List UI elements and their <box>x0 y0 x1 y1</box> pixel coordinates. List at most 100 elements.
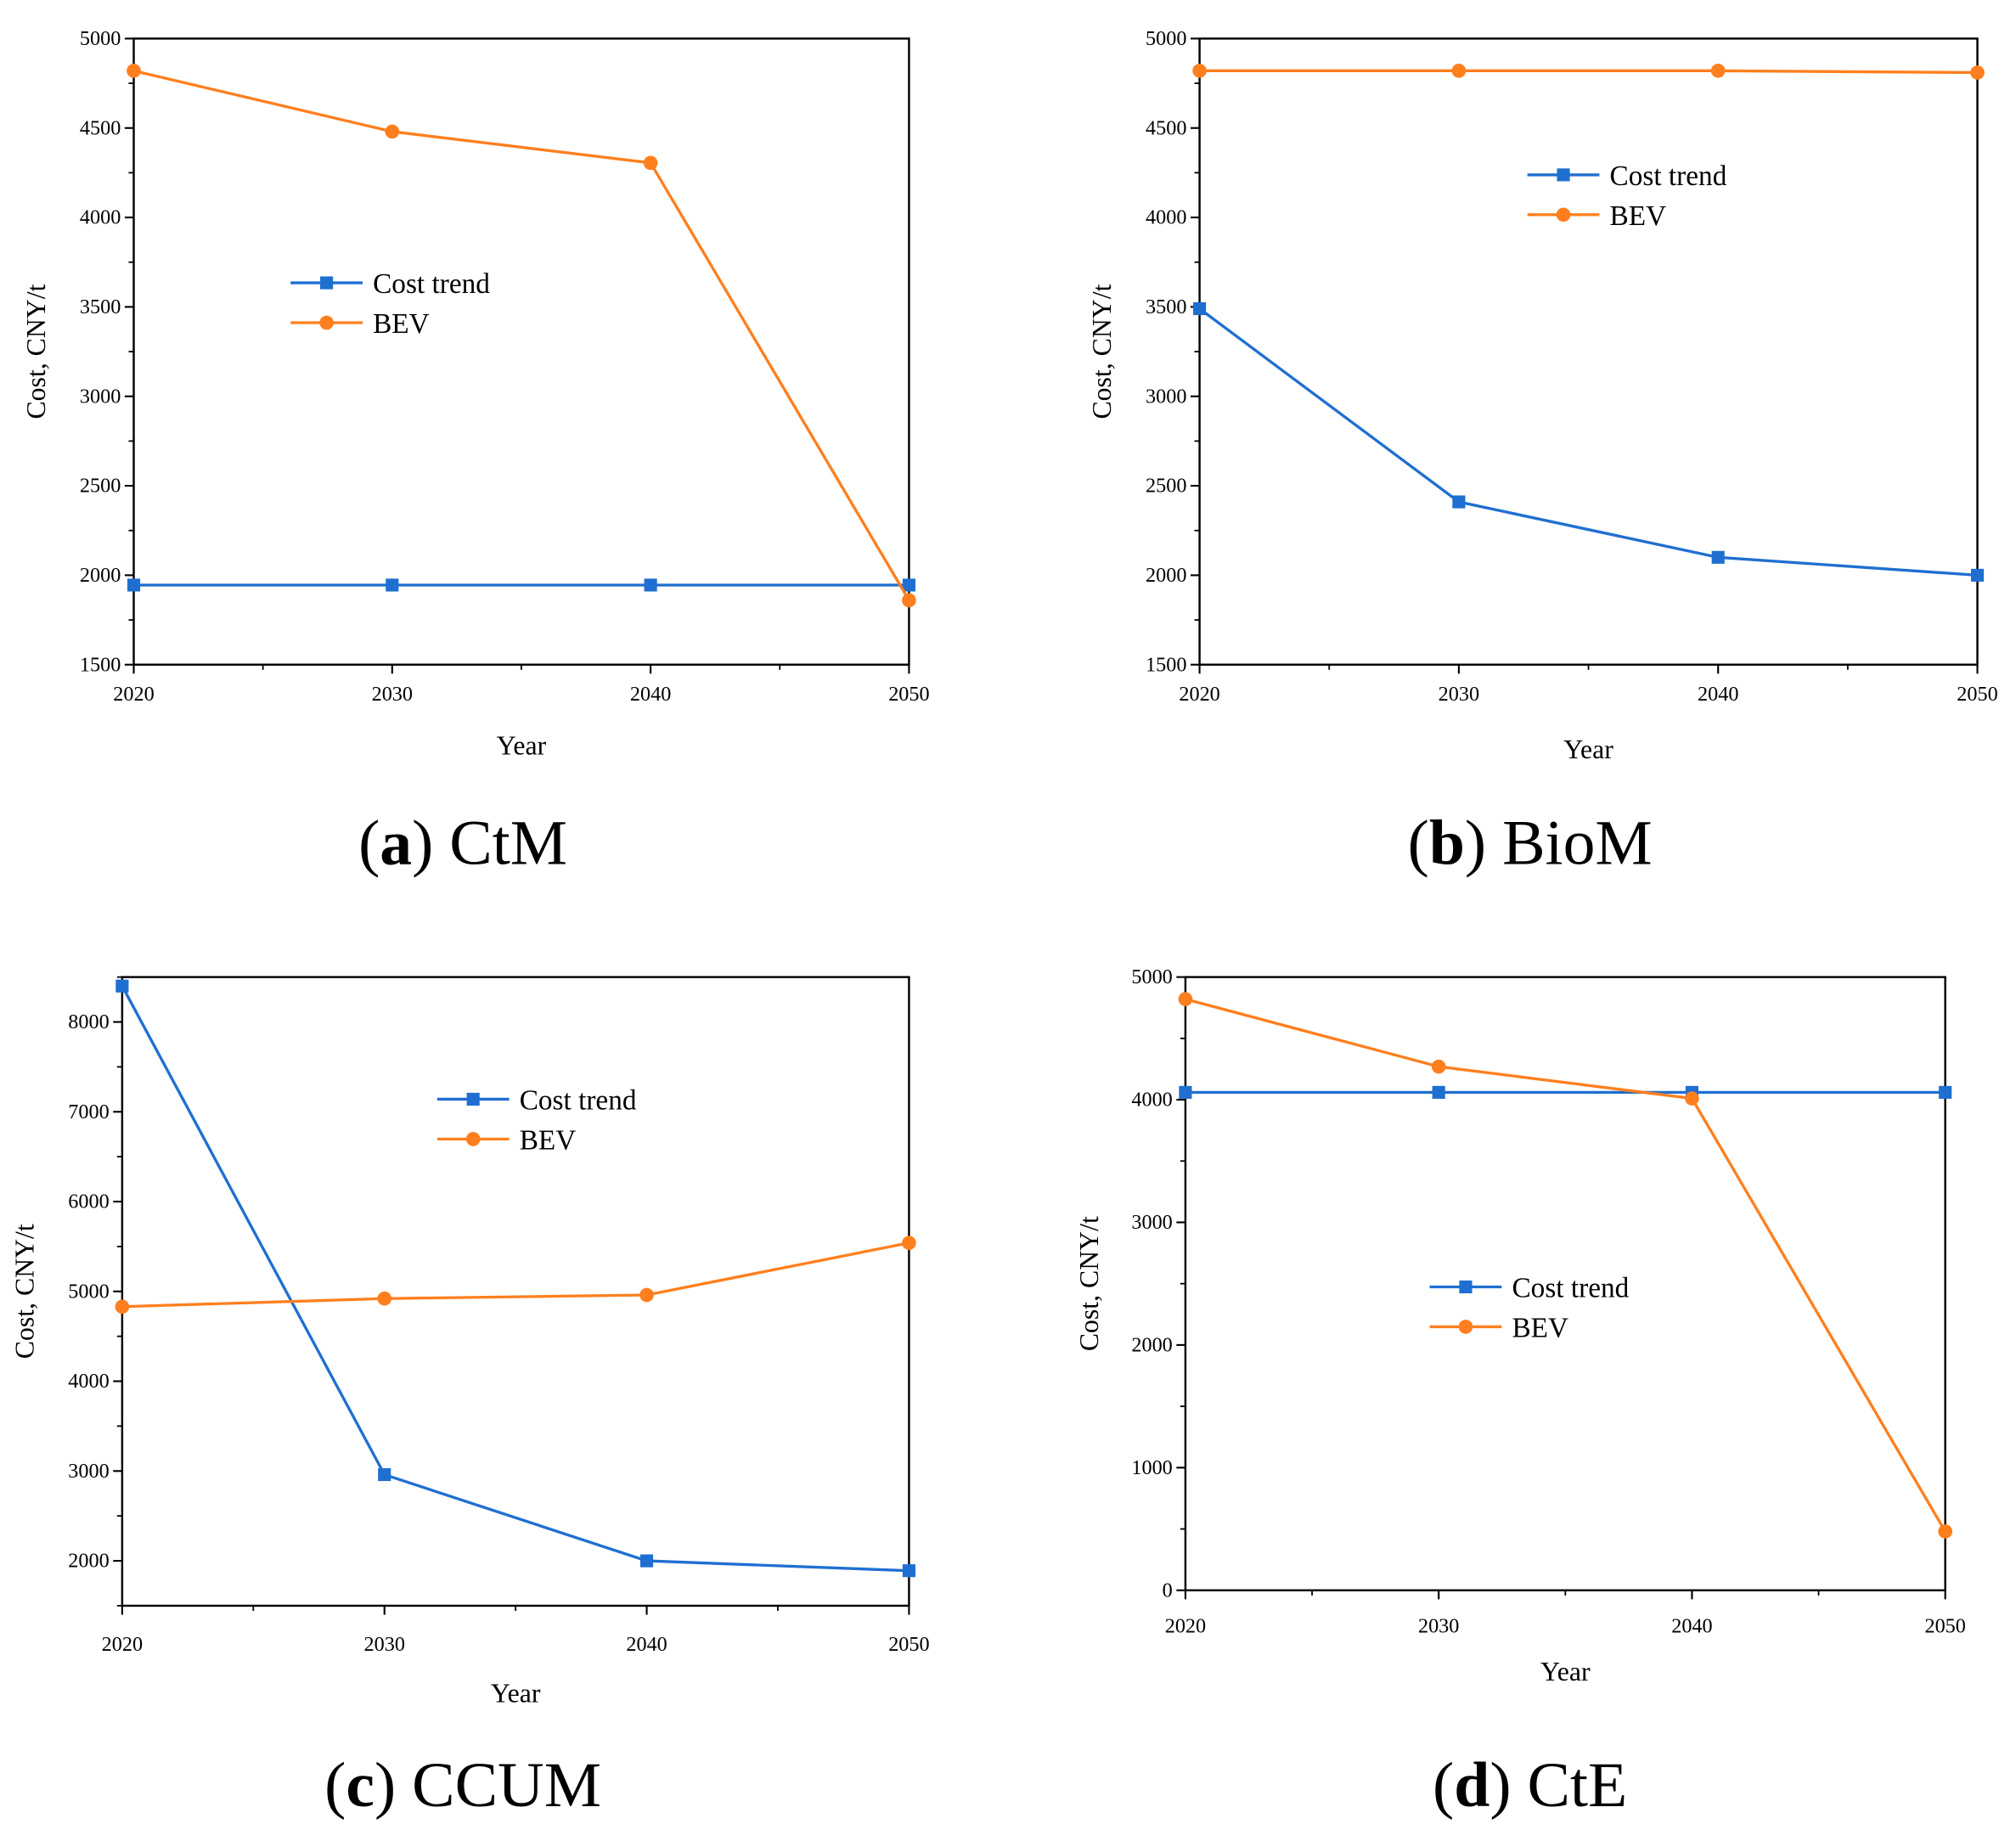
x-tick-label: 2050 <box>888 683 929 706</box>
data-point-bev <box>1938 1524 1953 1539</box>
y-tick-label: 4500 <box>80 116 121 139</box>
legend-label: Cost trend <box>1610 160 1727 192</box>
plot-frame <box>121 976 910 1607</box>
x-tick-label: 2020 <box>1179 683 1219 706</box>
caption-paren: ( <box>1433 1750 1454 1821</box>
y-tick-label: 4000 <box>1131 1089 1172 1112</box>
x-tick-label: 2030 <box>1439 683 1479 706</box>
y-axis-label: Cost, CNY/t <box>9 1224 39 1359</box>
legend-label: Cost trend <box>1512 1273 1629 1304</box>
panel-caption: (b) BioM <box>1408 808 1653 878</box>
y-tick-label: 2500 <box>80 475 121 498</box>
x-axis-label: Year <box>497 731 547 761</box>
y-tick-label: 5000 <box>68 1280 109 1303</box>
data-point-cost-trend <box>378 1467 391 1482</box>
data-point-cost-trend <box>1193 301 1207 316</box>
caption-letter: c <box>346 1750 374 1821</box>
x-axis-label: Year <box>491 1678 541 1708</box>
data-point-bev <box>115 1299 130 1315</box>
legend-marker-square <box>1557 168 1570 182</box>
legend-marker-circle <box>1556 207 1571 222</box>
caption-paren: ( <box>324 1750 346 1821</box>
data-point-bev <box>377 1291 392 1306</box>
data-point-cost-trend <box>640 1554 654 1568</box>
y-tick-label: 5000 <box>1146 27 1186 50</box>
y-tick-label: 4000 <box>1146 206 1186 229</box>
caption-paren: ) <box>1489 1750 1527 1821</box>
data-point-cost-trend <box>127 578 141 592</box>
data-point-cost-trend <box>386 578 399 592</box>
caption-paren: ) <box>412 808 449 878</box>
x-tick-label: 2040 <box>630 683 671 706</box>
x-tick-label: 2020 <box>1165 1615 1206 1638</box>
data-point-bev <box>1710 64 1726 78</box>
x-axis-label: Year <box>1540 1657 1591 1686</box>
x-tick-label: 2030 <box>364 1633 405 1656</box>
chart-panel-b: 2020 2030 2040 2050 1500 2000 2500 3000 3500 4000… <box>1087 27 1998 878</box>
x-axis-label: Year <box>1563 735 1613 764</box>
legend-label: BEV <box>1512 1313 1568 1344</box>
caption-name: BioM <box>1502 808 1653 878</box>
caption-paren: ( <box>1408 808 1429 878</box>
y-tick-label: 2500 <box>1146 475 1186 498</box>
caption-letter: b <box>1429 808 1465 878</box>
panel-caption: (a) CtM <box>358 808 567 878</box>
series-line-bev <box>1199 69 1978 75</box>
y-tick-label: 1000 <box>1131 1456 1172 1479</box>
legend-label: BEV <box>373 308 430 340</box>
data-point-bev <box>639 1287 654 1303</box>
x-tick-label: 2040 <box>1671 1615 1712 1638</box>
x-tick-label: 2040 <box>1698 683 1738 706</box>
data-point-cost-trend <box>1970 568 1985 582</box>
legend-marker-square <box>466 1092 480 1106</box>
plot-frame <box>132 37 910 666</box>
series-line-cost-trend <box>1198 307 1978 577</box>
chart-panel-a: 2020 2030 2040 2050 1500 2000 2500 3000 3500 4000… <box>21 27 930 878</box>
x-tick-label: 2050 <box>1924 1615 1965 1638</box>
panel-caption: (c) CCUM <box>324 1750 601 1821</box>
series-line-bev <box>133 69 910 601</box>
legend-marker-square <box>1459 1280 1473 1294</box>
y-tick-label: 1500 <box>1146 653 1186 676</box>
caption-paren: ) <box>1465 808 1502 878</box>
y-tick-label: 3000 <box>80 385 121 408</box>
legend-label: Cost trend <box>373 268 490 300</box>
caption-name: CtE <box>1528 1750 1628 1821</box>
y-tick-label: 3000 <box>1131 1211 1172 1234</box>
caption-name: CCUM <box>412 1750 601 1821</box>
data-point-bev <box>902 593 916 608</box>
caption-letter: a <box>380 808 412 878</box>
data-point-bev <box>902 1236 916 1250</box>
y-tick-label: 3000 <box>68 1460 109 1483</box>
chart-panel-d: 2020 2030 2040 2050 0 1000 2000 3000 4000 5000 Yea… <box>1074 966 1966 1821</box>
y-tick-label: 4000 <box>80 206 121 229</box>
x-tick-label: 2020 <box>102 1633 143 1656</box>
data-point-bev <box>1178 992 1193 1006</box>
caption-letter: d <box>1454 1750 1489 1821</box>
caption-paren: ( <box>358 808 380 878</box>
data-point-cost-trend <box>115 979 129 993</box>
data-point-cost-trend <box>1452 495 1466 509</box>
y-tick-label: 3500 <box>1146 296 1186 318</box>
legend-label: BEV <box>520 1124 577 1156</box>
y-tick-label: 3000 <box>1146 385 1186 408</box>
data-point-bev <box>127 64 141 78</box>
y-tick-label: 2000 <box>80 564 121 587</box>
y-tick-label: 2000 <box>68 1550 109 1573</box>
data-point-cost-trend <box>1711 550 1725 564</box>
y-tick-label: 2000 <box>1131 1333 1172 1356</box>
panel-caption: (d) CtE <box>1433 1750 1627 1821</box>
series-line-cost-trend <box>121 985 909 1573</box>
y-tick-label: 6000 <box>68 1191 109 1213</box>
data-point-bev <box>385 124 400 139</box>
x-tick-label: 2020 <box>113 683 154 706</box>
y-tick-label: 5000 <box>1131 966 1172 988</box>
legend-label: Cost trend <box>520 1085 637 1117</box>
y-tick-label: 1500 <box>80 653 121 676</box>
y-tick-label: 5000 <box>80 27 121 50</box>
data-point-cost-trend <box>1939 1085 1952 1099</box>
data-point-bev <box>643 155 658 171</box>
data-point-bev <box>1970 65 1985 80</box>
data-point-cost-trend <box>1432 1085 1445 1099</box>
